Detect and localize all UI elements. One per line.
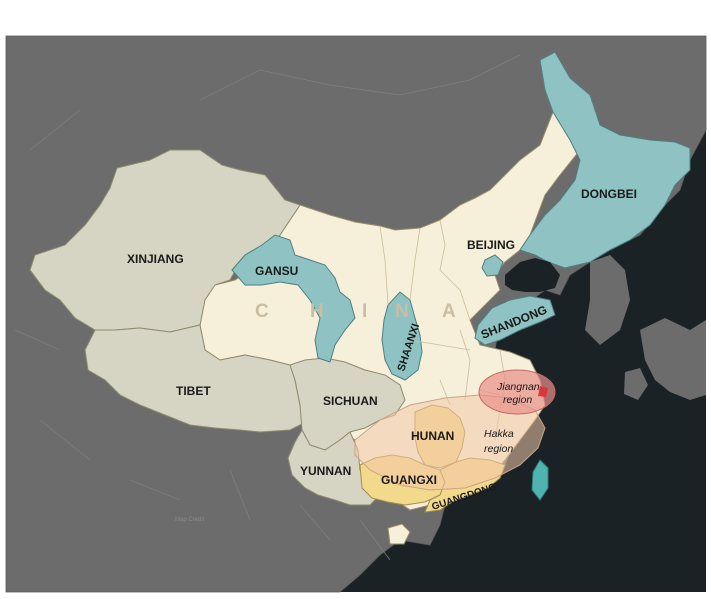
country-letter-h: H — [310, 301, 325, 322]
country-letter-n: N — [395, 301, 410, 322]
taiwan-island — [531, 459, 549, 501]
region-shandong — [474, 295, 556, 346]
hakka-region-overlay — [354, 394, 546, 491]
label-jiangnan-line1: Jiangnan — [496, 381, 540, 393]
label-hunan: HUNAN — [411, 429, 454, 443]
bohai-sea — [505, 258, 560, 292]
country-letter-a: A — [442, 301, 457, 322]
region-beijing — [481, 254, 504, 277]
map-credit: Map Credit — [175, 517, 205, 523]
region-xinjiang — [29, 149, 301, 333]
label-gansu: GANSU — [255, 264, 298, 278]
japan-land — [640, 318, 706, 400]
korea-land — [585, 255, 630, 345]
label-hakka-line2: region — [484, 443, 513, 455]
label-dongbei: DONGBEI — [581, 187, 637, 201]
label-sichuan: SICHUAN — [323, 394, 378, 408]
label-xinjiang: XINJIANG — [127, 252, 184, 266]
jiangnan-region-overlay — [478, 369, 556, 415]
region-gansu — [231, 234, 356, 363]
neighbor-borders — [14, 54, 521, 561]
country-letter-i: I — [362, 301, 368, 322]
japan-kyushu-land — [624, 368, 648, 400]
label-tibet: TIBET — [176, 384, 211, 398]
label-hakka-line1: Hakka — [484, 428, 514, 440]
country-letter-c: C — [255, 301, 270, 322]
shanghai-marker — [538, 386, 548, 397]
hainan-island — [387, 523, 411, 545]
label-jiangnan-line2: region — [503, 394, 532, 406]
label-beijing: BEIJING — [467, 238, 515, 252]
region-dongbei — [519, 51, 691, 269]
label-guangxi: GUANGXI — [381, 473, 437, 487]
label-yunnan: YUNNAN — [300, 464, 351, 478]
